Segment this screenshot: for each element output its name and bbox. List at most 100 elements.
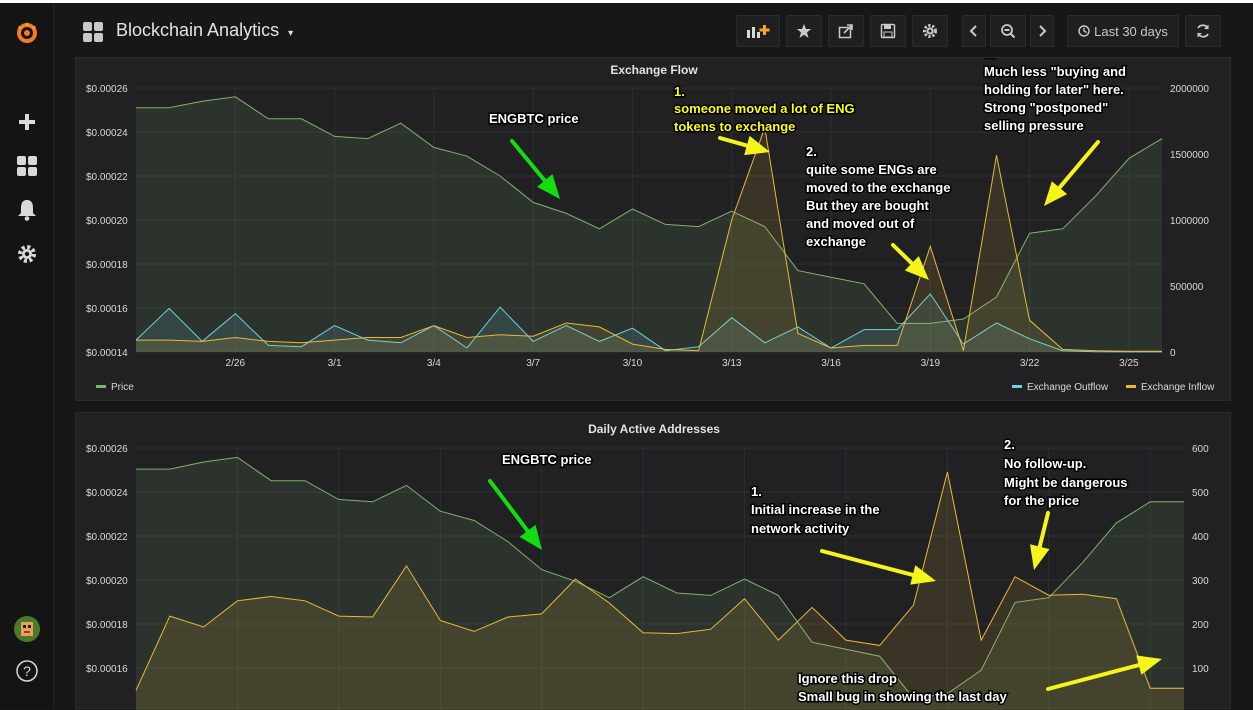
zoom-out-icon — [1001, 24, 1016, 39]
annotation-arrow-price — [510, 139, 560, 199]
refresh-icon — [1197, 24, 1209, 38]
user-avatar[interactable] — [0, 613, 54, 645]
y-axis-right-tick: 500 — [1192, 488, 1209, 499]
share-dashboard-button[interactable] — [828, 15, 864, 47]
legend-swatch-price — [96, 385, 106, 388]
gear-icon — [923, 24, 937, 38]
legend-item-exchange-inflow[interactable]: Exchange Inflow — [1141, 382, 1215, 393]
annotation-line: 1. — [674, 84, 685, 99]
annotation-3: 3. Much less "buying and holding for lat… — [983, 58, 1128, 135]
y-axis-left-tick: $0.00026 — [86, 444, 128, 455]
y-axis-left-tick: $0.00024 — [86, 128, 128, 139]
alerting-bell-icon[interactable] — [0, 194, 54, 226]
y-axis-right-tick: 200 — [1192, 620, 1209, 631]
series-area-daily-active-addresses — [136, 472, 1184, 710]
annotation-price-label: ENGBTC price — [502, 452, 592, 467]
y-axis-right-tick: 1500000 — [1170, 150, 1209, 161]
series-line-daily-active-addresses[interactable] — [135, 471, 1184, 691]
arrow-shaft — [488, 479, 530, 533]
annotation-line: network activity — [751, 521, 850, 536]
y-axis-left-tick: $0.00026 — [86, 84, 128, 95]
annotation-arrow-3 — [1044, 140, 1100, 206]
arrow-head — [519, 524, 542, 550]
y-axis-right-tick: 0 — [1170, 348, 1176, 359]
time-range-picker[interactable]: Last 30 days — [1067, 15, 1179, 47]
grafana-logo-icon[interactable] — [0, 17, 54, 49]
annotation-line: for the price — [1004, 493, 1079, 508]
annotation-line: Strong "postponed" — [984, 100, 1108, 115]
y-axis-left-tick: $0.00016 — [86, 304, 128, 315]
time-shift-back-button[interactable] — [962, 15, 986, 47]
annotation-line: tokens to exchange — [674, 119, 795, 134]
annotation-line: and moved out of — [806, 216, 915, 231]
exchange-flow-chart[interactable]: Exchange Flow $0.00026 $0.00024 $0.00022 $0… — [76, 58, 1232, 402]
arrow-head — [1136, 655, 1162, 675]
x-axis-tick: 3/19 — [921, 358, 941, 369]
dashboard-settings-button[interactable] — [912, 15, 948, 47]
series-line-price[interactable] — [136, 456, 1184, 699]
legend-item-exchange-outflow[interactable]: Exchange Outflow — [1027, 382, 1109, 393]
dashboard-title-dropdown[interactable]: Blockchain Analytics ▾ — [116, 20, 293, 41]
y-axis-right-tick: 500000 — [1170, 282, 1204, 293]
annotation-line: Small bug in showing the last day — [798, 689, 1008, 704]
configuration-gear-icon[interactable] — [0, 238, 54, 270]
arrow-shaft — [820, 549, 915, 577]
save-dashboard-button[interactable] — [870, 15, 906, 47]
arrow-head — [904, 256, 929, 280]
y-axis-left-tick: $0.00024 — [86, 488, 128, 499]
arrow-head — [910, 565, 936, 585]
time-range-label: Last 30 days — [1094, 23, 1168, 39]
annotation-line: No follow-up. — [1004, 456, 1086, 471]
annotation-line: Ignore this drop — [798, 671, 897, 686]
add-panel-button[interactable] — [736, 15, 780, 47]
arrow-shaft — [718, 136, 749, 148]
annotation-line: But they are bought — [806, 198, 929, 213]
x-axis-tick: 3/22 — [1020, 358, 1040, 369]
annotation-line: 2. — [806, 144, 817, 159]
arrow-shaft — [1037, 511, 1050, 549]
star-dashboard-button[interactable] — [786, 15, 822, 47]
annotation-1: 1. Initial increase in the network activ… — [750, 483, 882, 538]
arrow-head — [1030, 544, 1050, 570]
save-icon — [880, 23, 896, 39]
dashboard-grid-icon — [82, 21, 104, 48]
y-axis-right-tick: 100 — [1192, 664, 1209, 675]
x-axis-tick: 3/13 — [722, 358, 742, 369]
annotation-line: Initial increase in the — [751, 502, 880, 517]
sidebar: ? — [0, 3, 54, 709]
annotation-2: 2. quite some ENGs are moved to the exch… — [805, 143, 952, 251]
annotation-line: exchange — [806, 234, 866, 249]
annotation-arrow-price — [488, 479, 542, 550]
dashboards-icon[interactable] — [0, 150, 54, 182]
annotation-line: Much less "buying and — [984, 64, 1126, 79]
add-panel-icon — [747, 25, 770, 38]
share-icon — [838, 24, 853, 39]
annotation-3: Ignore this drop Small bug in showing th… — [797, 670, 1010, 706]
annotation-line: quite some ENGs are — [806, 162, 937, 177]
arrow-shaft — [891, 243, 914, 266]
legend-swatch-outflow — [1012, 385, 1022, 388]
panel-title[interactable]: Exchange Flow — [610, 63, 698, 77]
series-line-exchange-outflow[interactable] — [135, 293, 1162, 353]
series-area-exchange-outflow — [136, 293, 1162, 352]
annotation-arrow-1 — [820, 549, 936, 585]
daily-active-addresses-chart[interactable]: Daily Active Addresses $0.00026 $0.00024 $… — [76, 413, 1232, 710]
help-icon[interactable]: ? — [0, 655, 54, 687]
annotation-arrow-2 — [891, 243, 929, 280]
panel-title[interactable]: Daily Active Addresses — [588, 422, 720, 436]
refresh-button[interactable] — [1185, 15, 1221, 47]
x-axis-tick: 2/26 — [226, 358, 246, 369]
annotation-line: 2. — [1004, 437, 1015, 452]
arrow-shaft — [1046, 663, 1141, 691]
annotation-line: moved to the exchange — [806, 180, 950, 195]
dashboard-title: Blockchain Analytics — [116, 20, 280, 40]
series-line-exchange-inflow[interactable] — [136, 127, 1162, 352]
time-shift-forward-button[interactable] — [1030, 15, 1054, 47]
series-line-price[interactable] — [136, 96, 1163, 324]
legend-swatch-inflow — [1126, 385, 1136, 388]
annotation-price-label: ENGBTC price — [489, 111, 579, 126]
zoom-out-button[interactable] — [990, 15, 1026, 47]
add-icon[interactable] — [0, 106, 54, 138]
legend-item-price[interactable]: Price — [111, 382, 134, 393]
annotation-line: 1. — [751, 484, 762, 499]
